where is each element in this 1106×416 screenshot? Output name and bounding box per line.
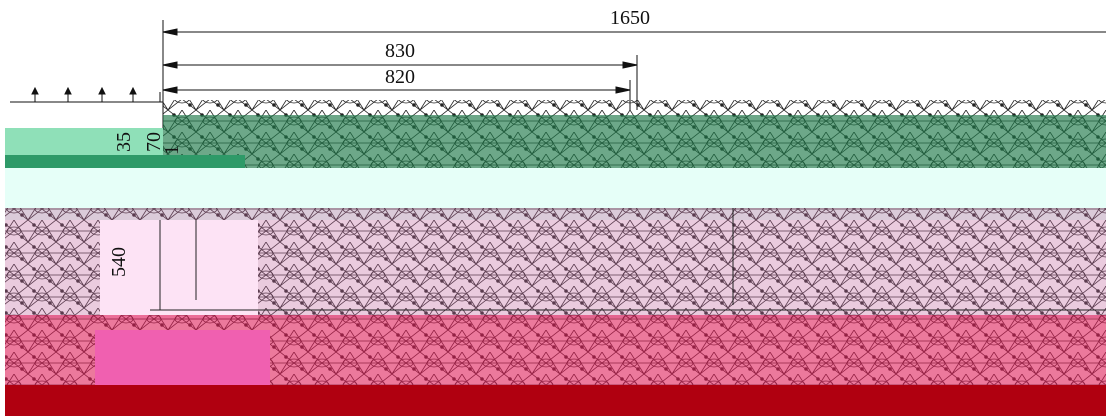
dimension-label: 830 — [385, 40, 415, 62]
dimension-label: 1650 — [610, 7, 650, 29]
dimension-lines — [10, 20, 1106, 130]
bottom-band — [5, 385, 1106, 416]
left-pink-block — [100, 220, 258, 320]
left-green — [5, 128, 163, 155]
dimension-label: 1 — [161, 145, 183, 155]
left-magenta — [95, 330, 270, 385]
left-green-dark — [5, 155, 245, 170]
dimension-label: 820 — [385, 66, 415, 88]
dimension-label: 540 — [108, 247, 130, 277]
green-layer — [163, 115, 1106, 170]
dimension-label: 70 — [143, 132, 165, 152]
dimension-label: 35 — [113, 132, 135, 152]
